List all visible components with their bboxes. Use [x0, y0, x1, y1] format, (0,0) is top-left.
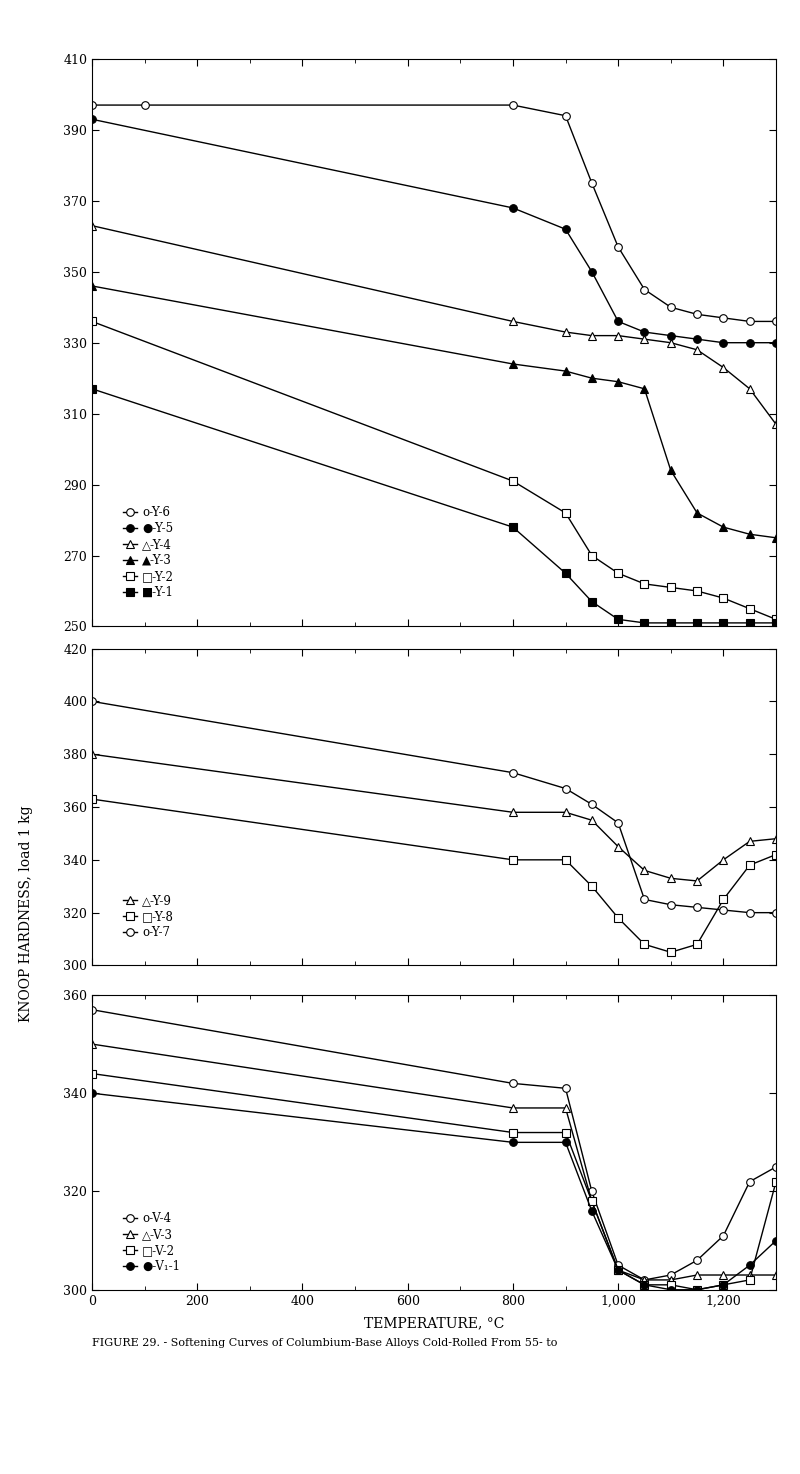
Legend: o-V-4, △-V-3, □-V-2, ●-V₁-1: o-V-4, △-V-3, □-V-2, ●-V₁-1	[118, 1207, 185, 1278]
Text: FIGURE 29. - Softening Curves of Columbium-Base Alloys Cold-Rolled From 55- to: FIGURE 29. - Softening Curves of Columbi…	[92, 1338, 558, 1349]
Legend: o-Y-6, ●-Y-5, △-Y-4, ▲-Y-3, □-Y-2, ■-Y-1: o-Y-6, ●-Y-5, △-Y-4, ▲-Y-3, □-Y-2, ■-Y-1	[118, 501, 178, 603]
X-axis label: TEMPERATURE, °C: TEMPERATURE, °C	[364, 1316, 504, 1330]
Text: KNOOP HARDNESS, load 1 kg: KNOOP HARDNESS, load 1 kg	[18, 806, 33, 1021]
Legend: △-Y-9, □-Y-8, o-Y-7: △-Y-9, □-Y-8, o-Y-7	[118, 889, 178, 943]
